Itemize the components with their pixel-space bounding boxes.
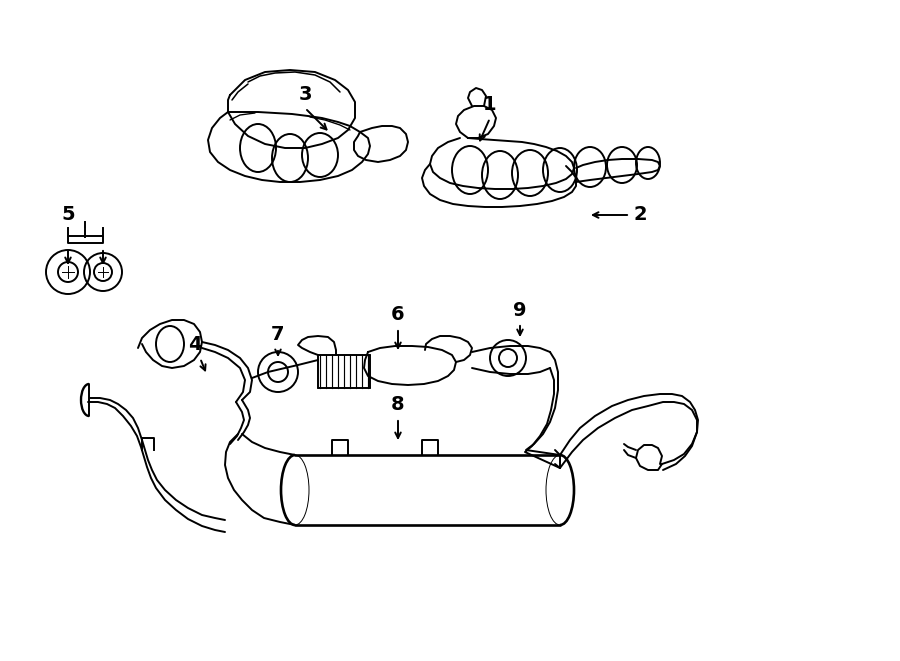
Text: 6: 6	[392, 305, 405, 325]
Text: 2: 2	[634, 206, 647, 225]
Text: 3: 3	[298, 85, 311, 104]
Text: 4: 4	[188, 336, 202, 354]
Text: 1: 1	[483, 95, 497, 114]
Text: 9: 9	[513, 301, 526, 319]
Text: 5: 5	[61, 206, 75, 225]
Text: 8: 8	[392, 395, 405, 414]
Text: 7: 7	[271, 325, 284, 344]
